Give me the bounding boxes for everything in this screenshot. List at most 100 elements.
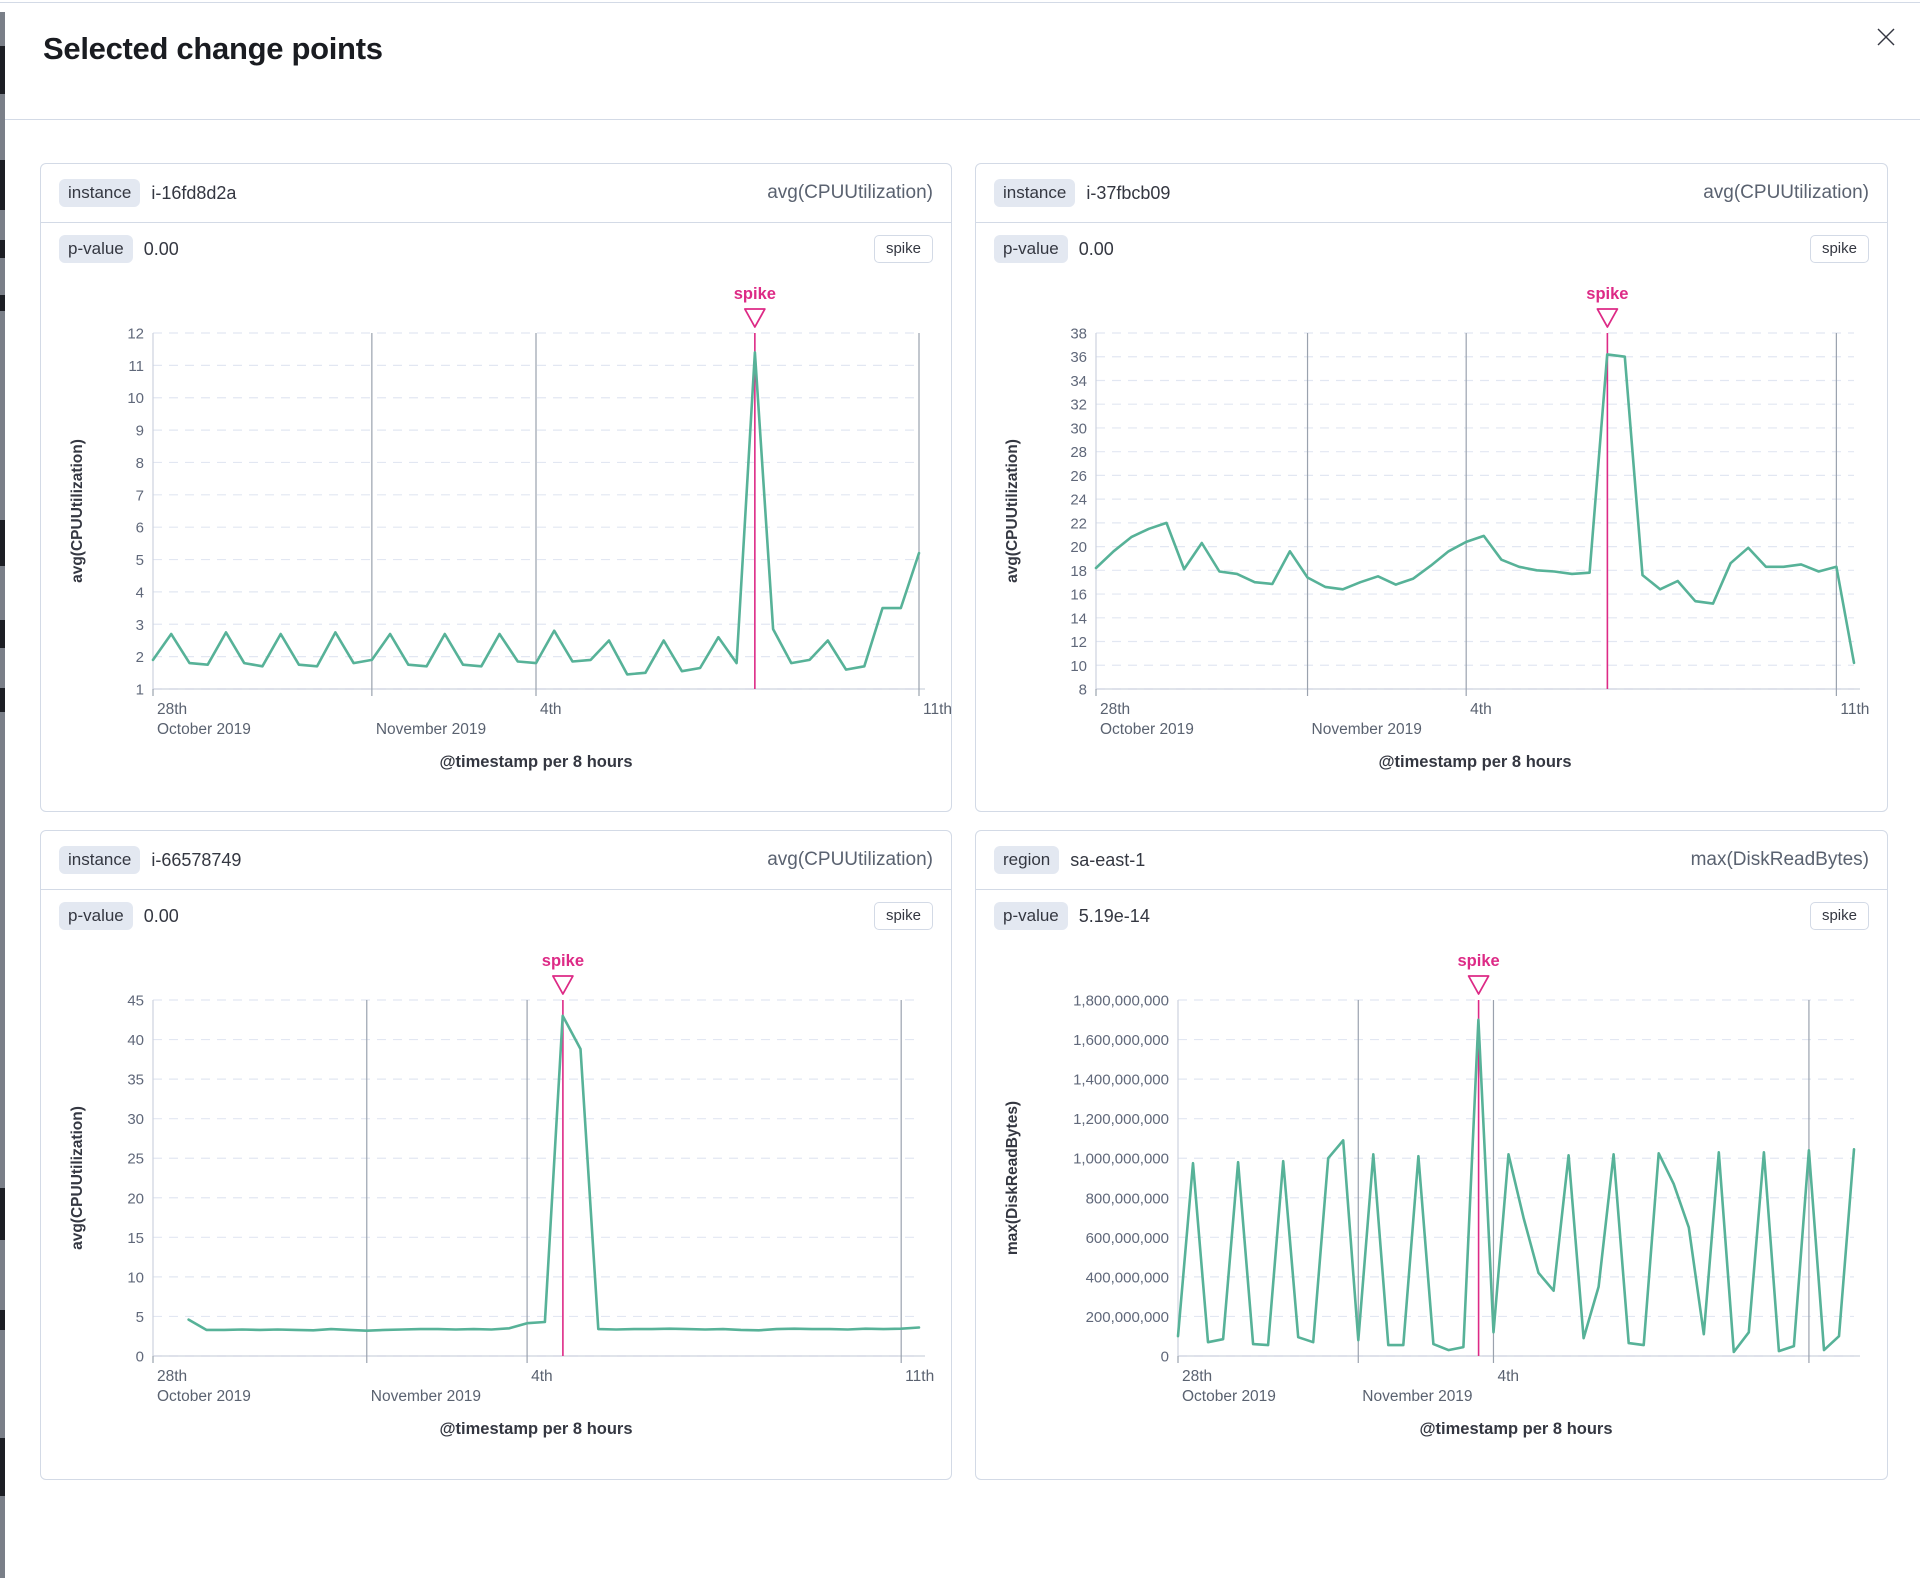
y-tick-label: 20 [127,1190,144,1207]
spike-marker-icon [743,308,766,328]
background-fragment [0,520,5,566]
y-tick-label: 30 [127,1111,144,1128]
metric-function-label: avg(CPUUtilization) [767,182,933,203]
change-point-panel: instance i-66578749 avg(CPUUtilization) … [40,830,952,1480]
p-value-field: p-value 0.00 [59,235,179,263]
y-tick-label: 12 [127,326,144,343]
field-value: i-16fd8d2a [151,182,237,203]
close-button[interactable] [1870,21,1902,53]
modal-header: Selected change points [5,3,1920,120]
metric-function-label: avg(CPUUtilization) [767,849,933,870]
field-value: i-37fbcb09 [1086,182,1171,203]
x-tick-label: 4th [531,1368,553,1385]
x-tick-label: 11th [1840,701,1869,718]
change-point-chart[interactable]: 12 11 10 9 8 7 6 5 4 3 2 1 28th October 2019 November … [53,273,952,779]
y-tick-label: 7 [136,487,144,504]
y-tick-label: 400,000,000 [1086,1269,1169,1286]
change-type-badge: spike [873,902,933,930]
metric-series-line [1094,353,1856,665]
x-axis-title: @timestamp per 8 hours [1378,753,1571,771]
y-tick-label: 1,800,000,000 [1073,993,1169,1010]
y-tick-label: 800,000,000 [1086,1190,1169,1207]
change-type-badge: spike [873,235,933,263]
y-tick-label: 35 [127,1072,144,1089]
y-tick-label: 5 [136,1309,144,1326]
y-tick-label: 0 [1161,1349,1169,1366]
field-value: i-66578749 [151,849,242,870]
change-type-badge: spike [1809,902,1869,930]
field-name-badge: instance [59,846,141,874]
y-tick-label: 10 [1070,658,1087,675]
y-tick-label: 30 [1070,420,1087,437]
modal-title: Selected change points [43,31,383,66]
change-point-chart[interactable]: 38 36 34 32 30 28 26 24 22 20 18 16 14 12 10 8 28th Octob… [988,273,1887,779]
metric-function-label: max(DiskReadBytes) [1690,849,1869,870]
y-tick-label: 8 [1079,682,1087,699]
y-tick-label: 14 [1070,610,1087,627]
split-field: instance i-37fbcb09 [994,179,1170,207]
x-tick-label: October 2019 [157,1388,251,1405]
y-tick-label: 1,200,000,000 [1073,1111,1169,1128]
y-tick-label: 22 [1070,515,1087,532]
spike-annotation-label: spike [1586,285,1628,303]
spike-marker-icon [1467,975,1490,995]
y-tick-label: 11 [128,358,144,375]
x-tick-label: 11th [923,701,952,718]
y-tick-label: 26 [1070,468,1087,485]
x-axis-title: @timestamp per 8 hours [439,1420,632,1438]
y-tick-label: 1,400,000,000 [1073,1072,1169,1089]
x-axis-title: @timestamp per 8 hours [1419,1420,1612,1438]
y-tick-label: 5 [136,552,144,569]
x-tick-label: November 2019 [1312,721,1422,738]
spike-annotation-label: spike [542,952,584,970]
change-point-panel: region sa-east-1 max(DiskReadBytes) p-va… [975,830,1888,1480]
y-tick-label: 6 [136,520,144,537]
p-value-field: p-value 0.00 [59,902,179,930]
panel-header-row: instance i-66578749 avg(CPUUtilization) [41,831,951,890]
metric-series-line [1176,1018,1856,1354]
x-tick-label: 4th [1497,1368,1519,1385]
x-tick-label: October 2019 [1182,1388,1276,1405]
spike-annotation-label: spike [1457,952,1499,970]
x-tick-label: October 2019 [1100,721,1194,738]
y-tick-label: 3 [136,617,144,634]
y-tick-label: 28 [1070,444,1087,461]
background-fragment [0,1310,5,1330]
background-fragment [0,620,5,648]
y-tick-label: 32 [1070,397,1087,414]
panel-header-row: region sa-east-1 max(DiskReadBytes) [976,831,1887,890]
panel-stats-row: p-value 0.00 spike [41,890,951,940]
field-name-badge: instance [59,179,141,207]
metric-function-label: avg(CPUUtilization) [1703,182,1869,203]
panel-stats-row: p-value 5.19e-14 spike [976,890,1887,940]
change-point-chart[interactable]: 45 40 35 30 25 20 15 10 5 0 28th October 2019 Novemb… [53,940,951,1446]
y-tick-label: 10 [127,390,144,407]
y-tick-label: 600,000,000 [1086,1230,1169,1247]
x-tick-label: October 2019 [157,721,251,738]
y-tick-label: 200,000,000 [1086,1309,1169,1326]
close-icon [1877,28,1895,46]
p-value-value: 0.00 [1078,238,1114,259]
spike-annotation-label: spike [734,285,776,303]
change-point-panel: instance i-37fbcb09 avg(CPUUtilization) … [975,163,1888,812]
y-tick-label: 36 [1070,349,1087,366]
modal-top-border [0,2,1920,3]
x-tick-label: 11th [905,1368,934,1385]
y-axis-title: avg(CPUUtilization) [1004,439,1021,583]
y-axis-title: max(DiskReadBytes) [1004,1101,1021,1255]
panel-header-row: instance i-37fbcb09 avg(CPUUtilization) [976,164,1887,223]
p-value-value: 0.00 [143,238,179,259]
x-tick-label: 4th [540,701,562,718]
change-point-panel: instance i-16fd8d2a avg(CPUUtilization) … [40,163,952,812]
y-tick-label: 8 [136,455,144,472]
metric-series-line [151,351,921,676]
y-tick-label: 25 [127,1151,144,1168]
background-fragment [0,1188,5,1240]
y-tick-label: 24 [1070,492,1087,509]
y-tick-label: 16 [1070,587,1087,604]
change-point-chart[interactable]: 1,800,000,000 1,600,000,000 1,400,000,000 1… [988,940,1887,1446]
x-tick-label: November 2019 [1362,1388,1472,1405]
y-tick-label: 2 [136,649,144,666]
panel-stats-row: p-value 0.00 spike [976,223,1887,273]
y-tick-label: 10 [127,1269,144,1286]
